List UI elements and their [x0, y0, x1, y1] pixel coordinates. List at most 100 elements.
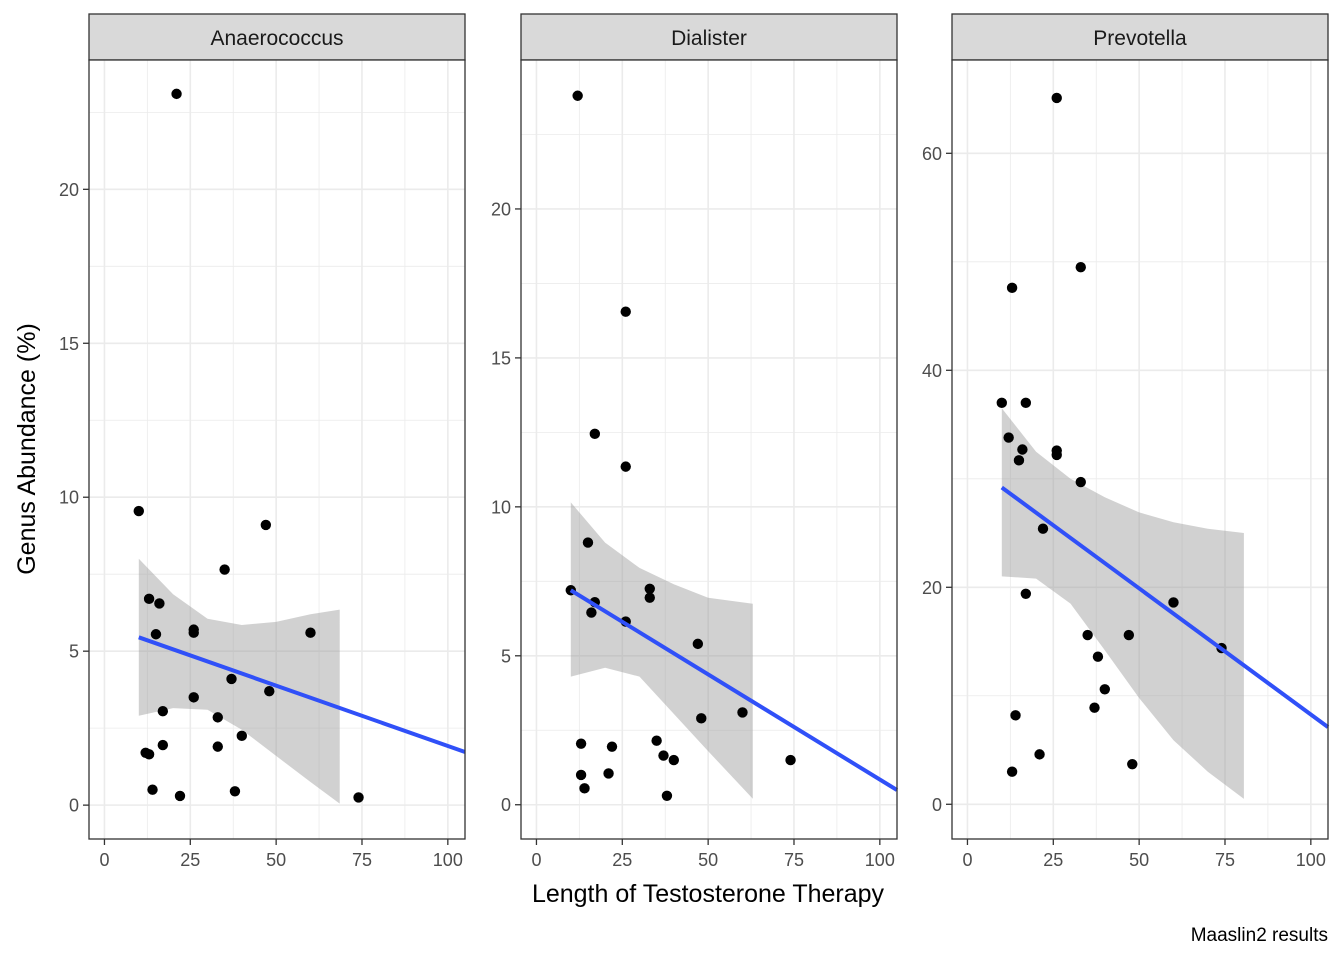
x-tick-label: 75	[784, 850, 804, 870]
y-tick-label: 5	[69, 642, 79, 662]
x-tick-label: 50	[266, 850, 286, 870]
data-point	[188, 692, 199, 703]
data-point	[1051, 449, 1062, 461]
data-point	[154, 598, 165, 609]
data-point	[575, 769, 587, 781]
data-point	[1075, 476, 1086, 488]
data-point	[696, 713, 707, 724]
data-point	[668, 754, 680, 766]
data-point	[996, 397, 1007, 409]
data-point	[1051, 92, 1062, 104]
data-point	[644, 592, 655, 603]
x-tick-label: 0	[99, 850, 109, 870]
data-point	[212, 712, 223, 723]
x-tick-label: 50	[1129, 850, 1149, 870]
y-tick-label: 15	[491, 348, 511, 368]
panel-border	[951, 59, 1329, 840]
data-point	[229, 786, 241, 797]
data-point	[603, 768, 614, 779]
y-tick-label: 10	[59, 488, 79, 508]
y-tick-label: 10	[491, 497, 511, 517]
x-tick-label: 50	[698, 850, 718, 870]
data-point	[150, 629, 162, 640]
data-point	[147, 784, 158, 795]
data-point	[658, 750, 669, 761]
data-point	[1082, 629, 1093, 641]
data-point	[171, 88, 182, 100]
facet-strip	[88, 13, 466, 61]
facet-strip-label: Prevotella	[1093, 27, 1187, 50]
panel-border	[520, 59, 898, 840]
x-tick-label: 25	[612, 850, 632, 870]
data-point	[1127, 758, 1138, 770]
data-point	[264, 686, 275, 697]
data-point	[1075, 262, 1086, 273]
facet-strip	[520, 13, 898, 61]
y-tick-label: 0	[69, 796, 79, 816]
data-point	[236, 730, 248, 742]
data-point	[188, 627, 199, 638]
data-point	[1123, 629, 1135, 641]
x-tick-label: 75	[352, 850, 372, 870]
x-tick-label: 100	[865, 850, 895, 870]
x-tick-label: 25	[1043, 850, 1063, 870]
data-point	[260, 519, 272, 531]
x-tick-label: 0	[531, 850, 541, 870]
panel-background	[952, 60, 1328, 839]
x-tick-label: 100	[1296, 850, 1326, 870]
data-point	[212, 741, 223, 752]
data-point	[737, 707, 748, 718]
facet-strip	[951, 13, 1329, 61]
regression-line	[1000, 485, 1330, 729]
y-tick-label: 0	[932, 795, 942, 815]
data-point	[1099, 684, 1111, 695]
data-point	[620, 306, 631, 317]
data-point	[143, 749, 155, 760]
y-tick-label: 60	[922, 144, 942, 164]
data-point	[174, 790, 186, 802]
y-tick-label: 5	[501, 646, 511, 666]
data-point	[1092, 651, 1104, 662]
data-point	[692, 638, 704, 650]
y-tick-label: 40	[922, 361, 942, 381]
confidence-ribbon	[138, 558, 340, 804]
confidence-ribbon	[1001, 408, 1244, 799]
y-axis-title: Genus Abundance (%)	[13, 323, 41, 575]
panel-background	[521, 60, 897, 839]
data-point	[606, 741, 618, 752]
data-point	[661, 790, 673, 802]
data-point	[1006, 766, 1018, 777]
y-tick-label: 20	[491, 199, 511, 219]
data-point	[785, 754, 796, 766]
data-point	[579, 783, 590, 794]
panel-border	[88, 59, 466, 840]
data-point	[1013, 455, 1025, 466]
data-point	[157, 739, 169, 751]
confidence-ribbon	[570, 502, 753, 799]
data-point	[620, 461, 631, 472]
x-tick-label: 100	[433, 850, 463, 870]
data-point	[1010, 710, 1021, 721]
x-tick-label: 75	[1215, 850, 1235, 870]
data-point	[575, 738, 587, 749]
regression-line	[138, 635, 466, 754]
y-tick-label: 20	[922, 578, 942, 598]
data-point	[1017, 444, 1028, 455]
data-point	[572, 90, 583, 101]
data-point	[1034, 749, 1045, 760]
y-tick-label: 0	[501, 795, 511, 815]
data-point	[143, 593, 155, 605]
data-point	[226, 673, 237, 685]
data-point	[586, 607, 597, 618]
data-point	[1020, 588, 1032, 599]
facet-strip-label: Dialister	[671, 27, 747, 50]
data-point	[133, 505, 144, 517]
facet-panel-anaerococcus: Anaerococcus 0 5 10 15 20 0 25 50 75 100	[59, 13, 466, 870]
x-axis-title: Length of Testosterone Therapy	[532, 880, 885, 908]
data-point	[1168, 597, 1179, 608]
y-tick-label: 15	[59, 334, 79, 354]
data-point	[589, 428, 601, 440]
data-point	[353, 792, 364, 803]
x-tick-label: 25	[180, 850, 200, 870]
